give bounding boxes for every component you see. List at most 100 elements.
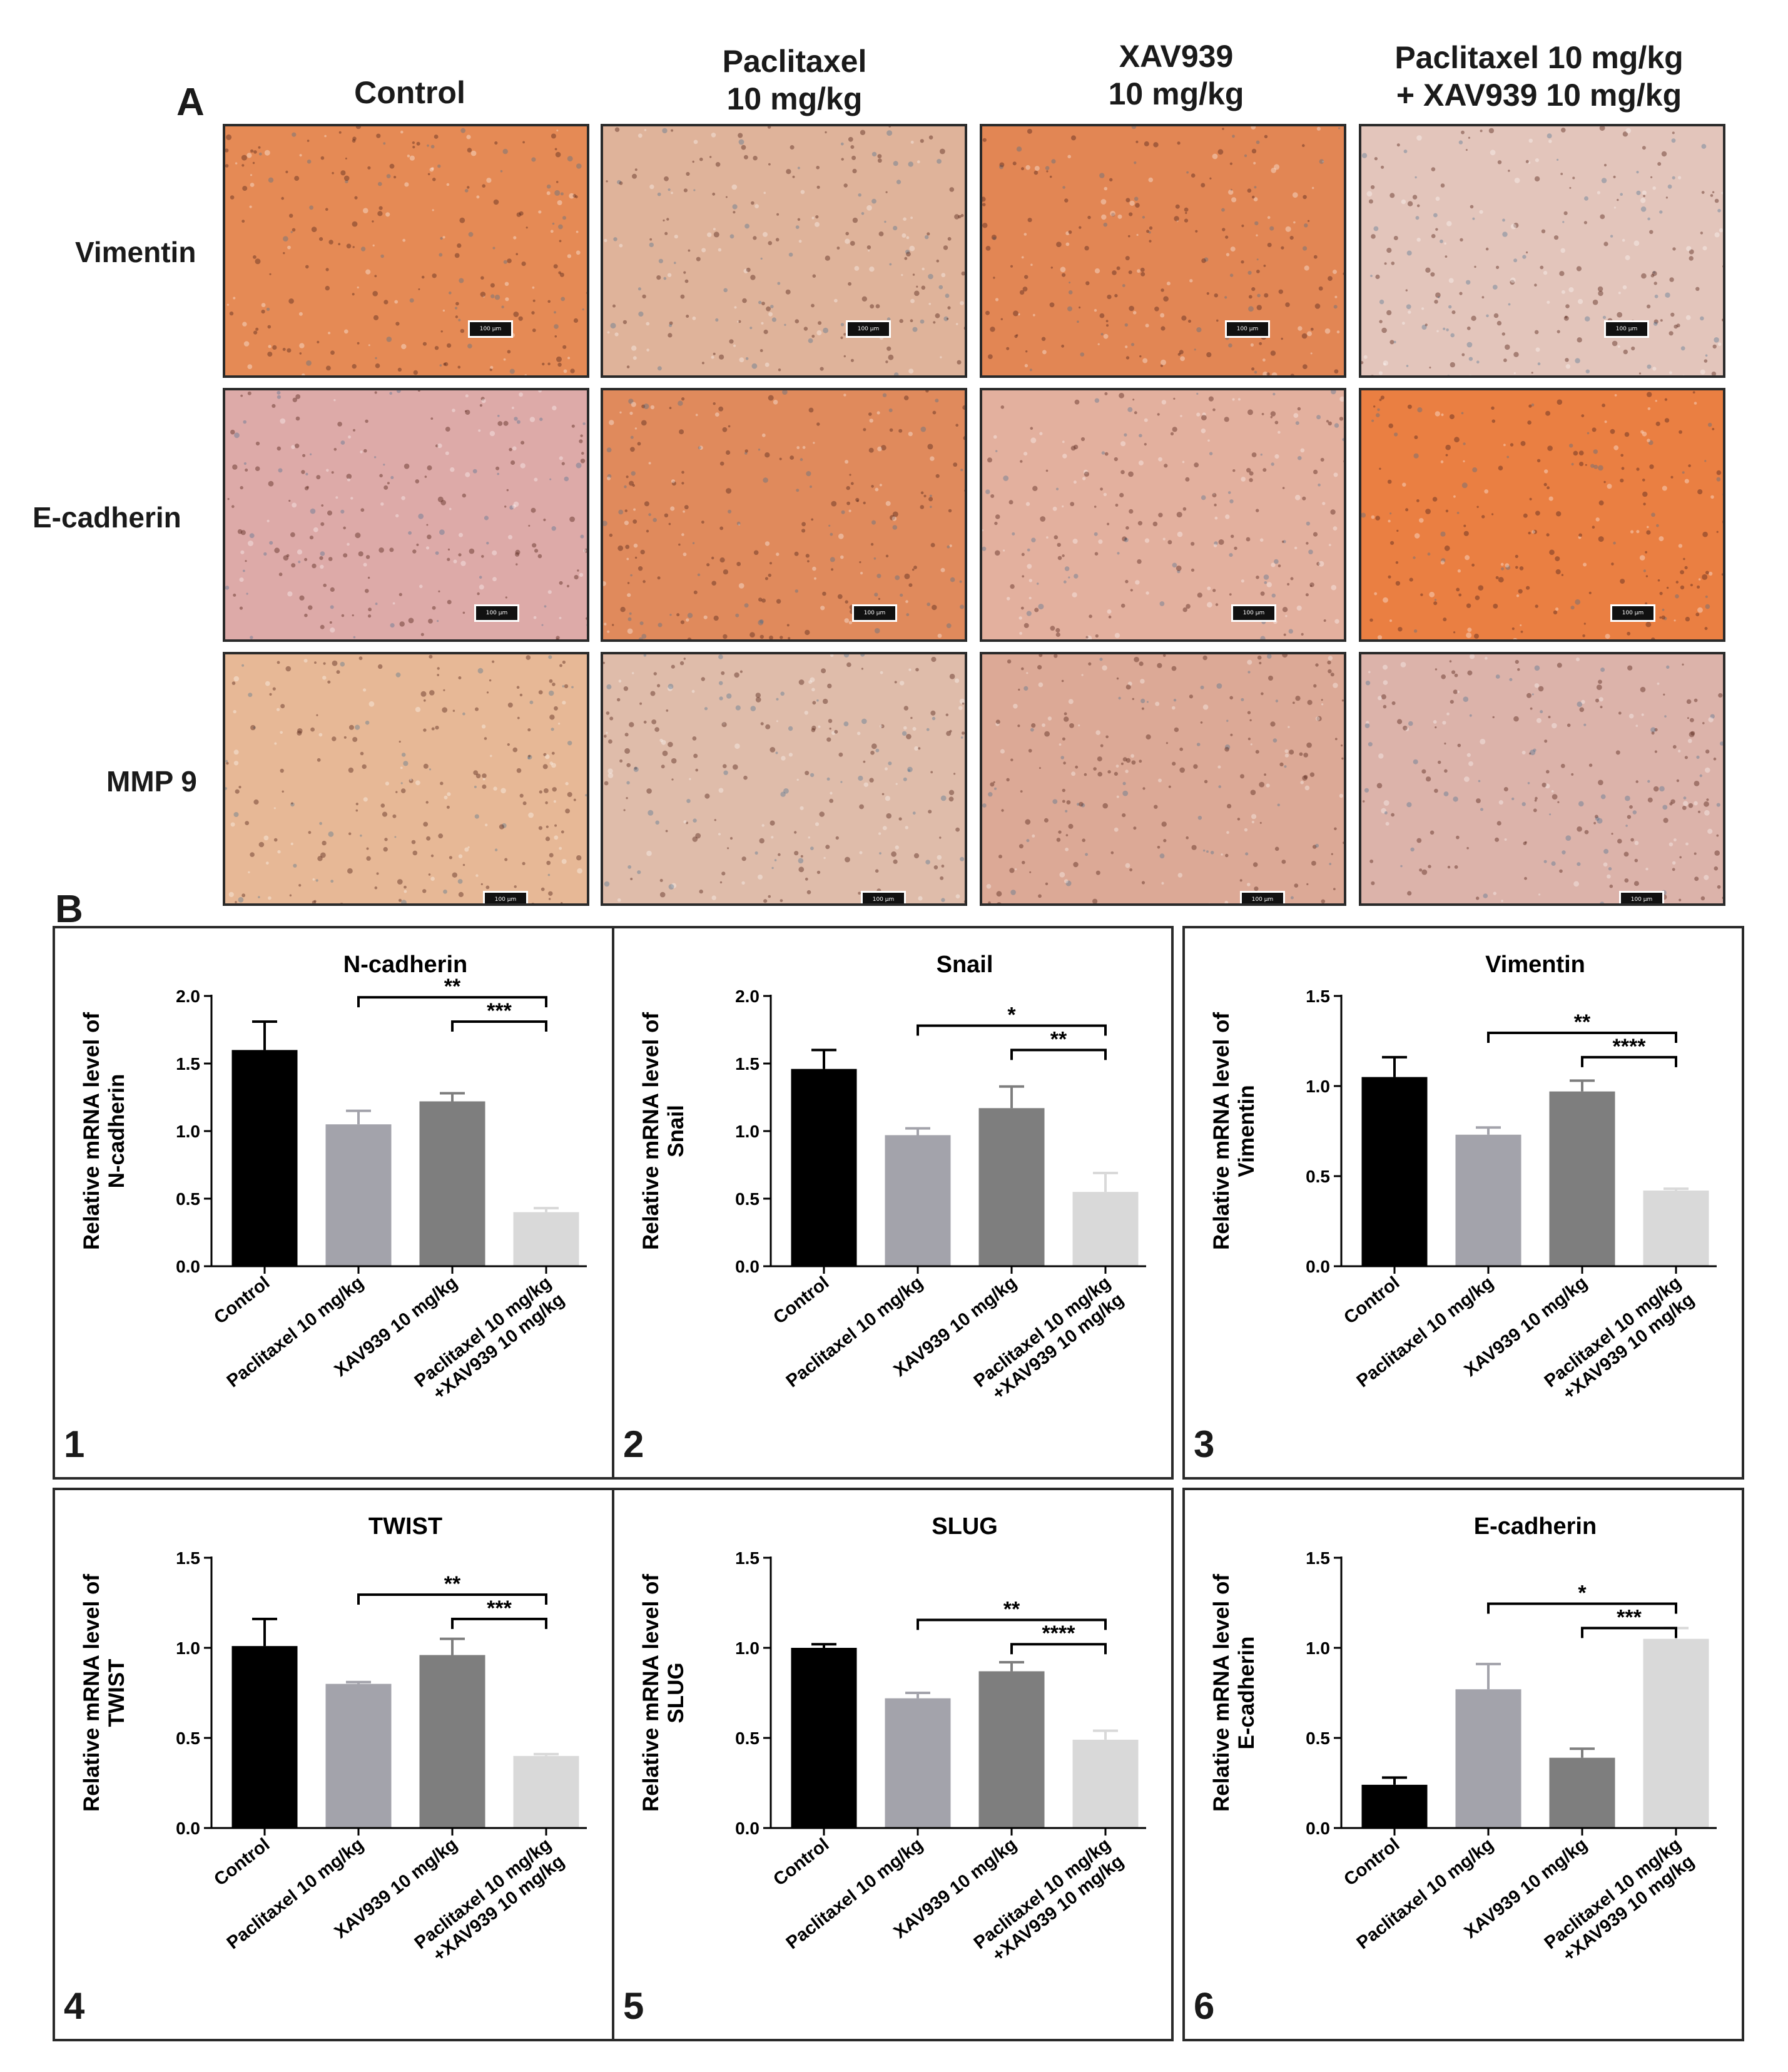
tissue-cell <box>1166 742 1168 744</box>
tissue-cell <box>560 192 564 196</box>
tissue-cell <box>1612 340 1618 347</box>
tissue-cell <box>1278 564 1281 567</box>
tissue-cell <box>1528 404 1532 408</box>
tissue-cell <box>1598 536 1604 542</box>
tissue-cell <box>494 848 498 851</box>
tissue-cell <box>417 390 420 392</box>
tissue-cell <box>1492 285 1498 290</box>
tissue-cell <box>409 155 415 161</box>
tissue-cell <box>395 672 401 678</box>
tissue-cell <box>328 240 333 245</box>
tissue-cell <box>1446 375 1451 378</box>
tissue-cell <box>742 298 747 303</box>
chart-n-cadherin: N-cadherin 0.0 0.5 1.0 1.5 2.0 Relative mRNA l… <box>53 926 614 1480</box>
tissue-cell <box>845 600 848 604</box>
tissue-cell <box>1140 679 1145 684</box>
row-label: MMP 9 <box>106 765 197 798</box>
tissue-cell <box>1538 686 1544 692</box>
tissue-cell <box>803 327 808 331</box>
tissue-cell <box>683 552 687 556</box>
tissue-cell <box>1598 290 1603 297</box>
tissue-cell <box>249 205 252 208</box>
tissue-cell <box>1503 787 1508 791</box>
tissue-cell <box>531 903 535 906</box>
tissue-cell <box>1557 158 1559 161</box>
tissue-cell <box>960 469 963 472</box>
tissue-cell <box>430 854 434 858</box>
tissue-cell <box>383 464 385 466</box>
tissue-cell <box>926 728 930 731</box>
scale-bar: 100 μm <box>468 320 513 338</box>
tissue-cell <box>232 464 238 470</box>
tissue-cell <box>1466 326 1471 330</box>
tissue-cell <box>1000 405 1005 409</box>
tissue-cell <box>1370 275 1373 277</box>
tissue-cell <box>937 159 942 164</box>
tissue-cell <box>1456 587 1460 592</box>
tissue-cell <box>1471 563 1475 567</box>
tissue-cell <box>1505 344 1510 350</box>
tissue-cell <box>850 145 855 149</box>
tissue-cell <box>390 623 395 628</box>
tissue-cell <box>965 413 967 417</box>
x-tick-label: Control <box>770 1834 833 1890</box>
tissue-cell <box>1438 760 1441 764</box>
tissue-cell <box>365 720 370 725</box>
tissue-cell <box>1097 756 1102 762</box>
tissue-cell <box>1010 265 1013 268</box>
tissue-cell <box>561 901 563 903</box>
tissue-cell <box>1570 606 1575 610</box>
tissue-cell <box>933 321 936 324</box>
tissue-cell <box>1387 479 1392 484</box>
tissue-cell <box>376 872 379 875</box>
tissue-cell <box>526 655 531 660</box>
tissue-cell <box>634 766 637 770</box>
tissue-cell <box>639 621 644 626</box>
tissue-cell <box>250 852 255 857</box>
tissue-cell <box>816 166 820 170</box>
tissue-cell <box>337 422 342 427</box>
tissue-cell <box>1394 432 1398 437</box>
tissue-cell <box>360 751 364 756</box>
tissue-cell <box>1055 627 1060 633</box>
tissue-cell <box>624 509 627 512</box>
tissue-cell <box>1162 537 1166 541</box>
tissue-cell <box>404 182 409 187</box>
tissue-cell <box>1251 820 1254 824</box>
tissue-cell <box>1241 698 1244 701</box>
y-tick-label: 0.5 <box>176 1729 200 1748</box>
tissue-cell <box>1119 492 1124 498</box>
tissue-cell <box>1131 760 1136 765</box>
tissue-cell <box>1157 846 1161 849</box>
tissue-cell <box>813 442 815 444</box>
tissue-cell <box>914 290 920 297</box>
tissue-cell <box>1068 290 1073 295</box>
tissue-cell <box>392 602 395 605</box>
tissue-cell <box>718 654 723 659</box>
y-axis-label: Relative mRNA level ofVimentin <box>1209 1012 1259 1250</box>
tissue-cell <box>1567 723 1571 728</box>
tissue-cell <box>829 798 834 803</box>
tissue-cell <box>1645 551 1647 554</box>
tissue-cell <box>1463 531 1469 536</box>
tissue-cell <box>1672 868 1675 871</box>
tissue-cell <box>711 581 716 586</box>
tissue-cell <box>1654 750 1657 753</box>
tissue-cell <box>704 707 708 711</box>
tissue-cell <box>1647 407 1651 410</box>
tissue-cell <box>1128 471 1134 477</box>
tissue-cell <box>1456 512 1460 514</box>
tissue-cell <box>392 814 397 818</box>
tissue-cell <box>1264 773 1266 776</box>
tissue-cell <box>1702 246 1707 251</box>
tissue-cell <box>693 590 698 594</box>
tissue-cell <box>1259 661 1262 664</box>
tissue-cell <box>1343 427 1344 429</box>
tissue-cell <box>1525 160 1529 163</box>
tissue-cell <box>1320 457 1324 462</box>
tissue-cell <box>1024 452 1028 456</box>
tissue-cell <box>943 316 948 322</box>
tissue-cell <box>546 191 551 195</box>
tissue-cell <box>1446 221 1452 226</box>
tissue-cell <box>1078 724 1080 727</box>
